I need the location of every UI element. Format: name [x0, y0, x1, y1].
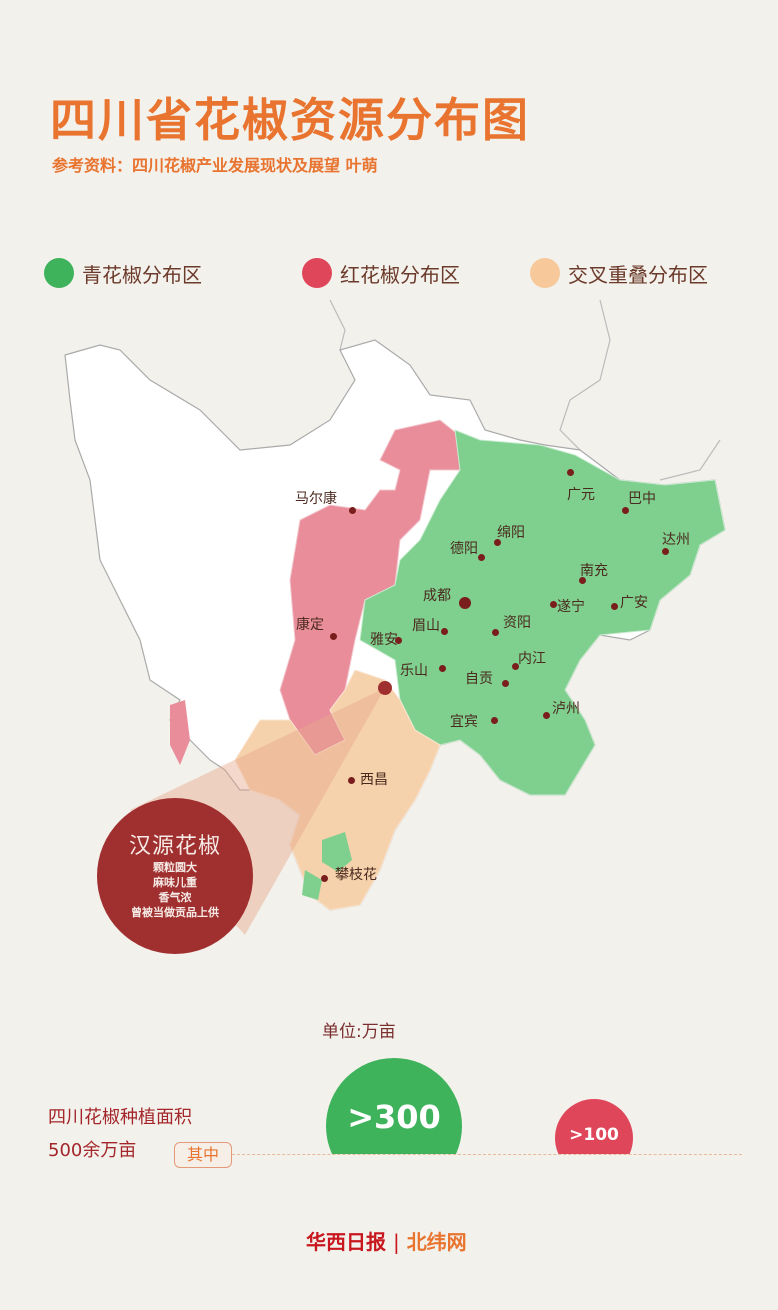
legend-label: 红花椒分布区: [340, 262, 460, 287]
brand-logo: 华西日报: [306, 1230, 386, 1254]
green-zone: [359, 429, 726, 796]
city-marker: [439, 665, 446, 672]
page-title: 四川省花椒资源分布图: [50, 93, 530, 147]
city-marker: [579, 577, 586, 584]
city-marker: [441, 628, 448, 635]
city-marker: [348, 777, 355, 784]
total-area-label: 四川花椒种植面积: [48, 1107, 192, 1128]
city-label: 西昌: [360, 772, 388, 788]
total-area-value: 500余万亩: [48, 1140, 137, 1161]
city-label: 绵阳: [497, 525, 525, 541]
legend-label: 交叉重叠分布区: [568, 262, 708, 287]
city-label: 达州: [662, 532, 690, 548]
city-marker: [567, 469, 574, 476]
city-label: 成都: [423, 588, 451, 604]
legend-green: 青花椒分布区: [44, 258, 202, 288]
city-label: 自贡: [465, 671, 493, 687]
city-label: 乐山: [400, 663, 428, 679]
city-marker: [622, 507, 629, 514]
city-label: 南充: [580, 563, 608, 579]
border-line: [659, 439, 721, 481]
border-line: [559, 299, 611, 451]
callout-line: 麻味儿重: [153, 876, 197, 889]
city-marker: [662, 548, 669, 555]
legend-label: 青花椒分布区: [82, 262, 202, 287]
baseline: [232, 1154, 742, 1155]
border-line: [329, 299, 346, 351]
green-area-bubble: >300: [326, 1058, 462, 1154]
city-marker: [492, 629, 499, 636]
red-area-value: >100: [569, 1125, 619, 1145]
city-label: 广安: [620, 595, 648, 611]
overlap-swatch-icon: [530, 258, 560, 288]
city-label: 德阳: [450, 541, 478, 557]
footer-logo: 华西日报 | 北纬网: [306, 1226, 467, 1255]
city-marker: [349, 507, 356, 514]
city-label: 马尔康: [295, 491, 337, 507]
among-tag: 其中: [174, 1142, 232, 1168]
red-swatch-icon: [302, 258, 332, 288]
city-label: 遂宁: [557, 599, 585, 615]
green-zone-small: [322, 832, 352, 872]
green-zone-small: [302, 870, 322, 900]
city-marker: [550, 601, 557, 608]
red-zone-small: [170, 700, 190, 765]
city-marker: [478, 554, 485, 561]
callout-line: 香气浓: [158, 891, 192, 904]
city-label: 攀枝花: [335, 867, 377, 883]
source-note: 参考资料：四川花椒产业发展现状及展望 叶萌: [52, 156, 378, 175]
sichuan-map: [64, 299, 726, 935]
city-label: 雅安: [370, 632, 398, 648]
city-label: 巴中: [628, 491, 656, 507]
callout-line: 颗粒圆大: [153, 861, 197, 874]
green-area-value: >300: [347, 1098, 441, 1136]
overlap-zone: [234, 669, 441, 911]
brand-logo: 北纬网: [406, 1230, 467, 1254]
city-label: 资阳: [503, 615, 531, 631]
red-area-bubble: >100: [555, 1099, 633, 1154]
city-marker: [611, 603, 618, 610]
city-label: 泸州: [552, 701, 580, 717]
callout-title: 汉源花椒: [128, 834, 221, 859]
hanyuan-marker: [378, 681, 392, 695]
callout-line: 曾被当做贡品上供: [131, 906, 219, 919]
green-swatch-icon: [44, 258, 74, 288]
city-marker: [330, 633, 337, 640]
unit-label: 单位:万亩: [322, 1022, 396, 1042]
city-label: 康定: [296, 617, 324, 633]
city-label: 眉山: [412, 618, 440, 634]
separator: |: [392, 1230, 400, 1254]
city-label: 宜宾: [450, 714, 478, 730]
city-marker: [494, 539, 501, 546]
legend-red: 红花椒分布区: [302, 258, 460, 288]
city-marker: [491, 717, 498, 724]
city-label: 广元: [567, 487, 595, 503]
chengdu-marker: [459, 597, 471, 609]
city-label: 内江: [518, 651, 546, 667]
city-marker: [502, 680, 509, 687]
hanyuan-callout: 汉源花椒 颗粒圆大 麻味儿重 香气浓 曾被当做贡品上供: [97, 798, 253, 954]
city-marker: [512, 663, 519, 670]
city-marker: [543, 712, 550, 719]
city-marker: [395, 637, 402, 644]
legend-overlap: 交叉重叠分布区: [530, 258, 708, 288]
city-marker: [321, 875, 328, 882]
